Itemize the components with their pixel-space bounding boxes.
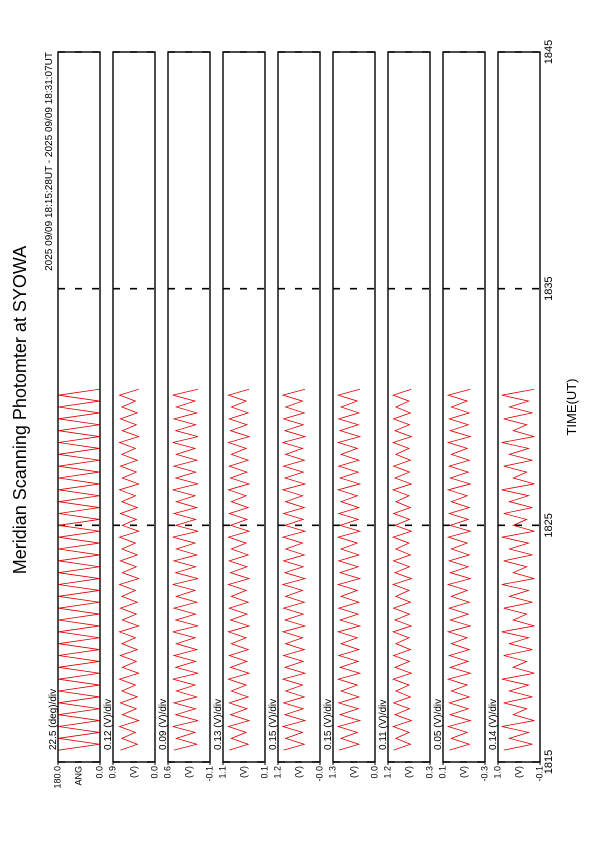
y-axis-label: (V): [293, 766, 303, 778]
scale-label: 0.09 (V)/div: [158, 699, 169, 750]
scale-label: 0.15 (V)/div: [323, 699, 334, 750]
y-axis-label: (V): [238, 766, 248, 778]
scale-label: 0.05 (V)/div: [433, 699, 444, 750]
y-axis-label: (V): [348, 766, 358, 778]
chart-title: Meridian Scanning Photomter at SYOWA: [10, 246, 30, 574]
data-line: [336, 388, 362, 751]
data-line: [118, 388, 140, 751]
y-tick-label: -0.1: [204, 766, 214, 782]
scale-label: 0.12 (V)/div: [103, 699, 114, 750]
scale-label: 0.14 (V)/div: [488, 699, 499, 750]
y-axis-label: (V): [513, 766, 523, 778]
scale-label: 0.11 (V)/div: [378, 700, 389, 750]
y-tick-label: 1.2: [272, 766, 282, 779]
data-line: [446, 388, 472, 751]
x-tick-label: 1815: [543, 750, 555, 774]
y-tick-label: 0.1: [437, 766, 447, 779]
scale-label: 0.15 (V)/div: [268, 699, 279, 750]
y-axis-label: (V): [458, 766, 468, 778]
y-tick-label: 0.3: [424, 766, 434, 779]
data-line: [227, 388, 251, 751]
y-axis-label: (V): [183, 766, 193, 778]
scale-label: 22.5 (deg)/div: [48, 689, 59, 750]
y-tick-label: 0.0: [149, 766, 159, 779]
landscape-plot: Meridian Scanning Photomter at SYOWA 202…: [10, 40, 579, 789]
y-axis-label: (V): [403, 766, 413, 778]
data-line: [391, 388, 413, 751]
x-tick-label: 1845: [543, 40, 555, 64]
panel-frame: [57, 51, 101, 763]
y-axis-label: (V): [128, 766, 138, 778]
data-line: [58, 388, 100, 751]
y-tick-label: 0.0: [94, 766, 104, 779]
y-tick-label: 1.1: [217, 766, 227, 779]
data-line: [501, 388, 535, 751]
y-axis-label: ANG: [73, 766, 83, 786]
panel-frame: [112, 51, 156, 763]
y-tick-label: -0.0: [314, 766, 324, 782]
x-tick-label: 1825: [543, 513, 555, 537]
y-tick-label: 0.0: [369, 766, 379, 779]
y-tick-label: -0.3: [479, 766, 489, 782]
y-tick-label: 1.3: [327, 766, 337, 779]
data-line: [172, 388, 199, 751]
x-axis-label: TIME(UT): [564, 378, 579, 435]
y-tick-label: -0.1: [534, 766, 544, 782]
data-line: [281, 388, 307, 751]
y-tick-label: 1.2: [382, 766, 392, 779]
y-tick-label: 1.0: [492, 766, 502, 779]
y-tick-label: 0.6: [162, 766, 172, 779]
scale-label: 0.13 (V)/div: [213, 699, 224, 750]
chart-subtitle: 2025 09/09 18:15:28UT - 2025 09/09 18:31…: [44, 52, 55, 271]
y-tick-label: 180.0: [52, 766, 62, 789]
y-tick-label: 0.9: [107, 766, 117, 779]
x-tick-label: 1835: [543, 276, 555, 300]
y-tick-label: 0.1: [259, 766, 269, 779]
